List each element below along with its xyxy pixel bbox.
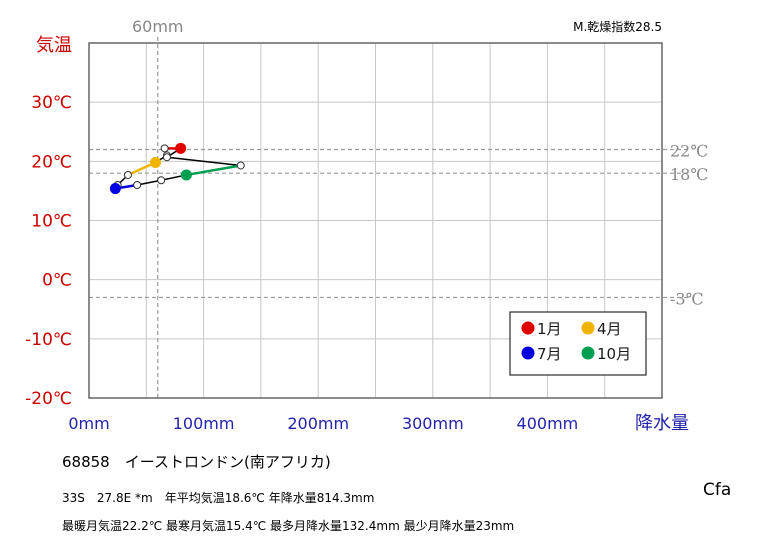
legend-marker [581,346,595,360]
month-point [133,181,142,189]
month-point [160,144,169,153]
month-point-highlight [175,142,187,154]
y-tick-label: 10℃ [31,212,72,232]
month-point [162,153,171,162]
month-point-highlight [180,169,192,181]
legend-label: 1月 [537,320,562,338]
y-tick-label: 20℃ [31,152,72,172]
top-x-label: 60mm [132,17,184,36]
x-tick-label: 400mm [517,414,579,433]
y-axis-title: 気温 [36,35,72,56]
x-tick-label: 200mm [287,414,349,433]
y-tick-label: -10℃ [25,330,72,350]
legend-label: 4月 [597,320,622,338]
x-tick-label: 300mm [402,414,464,433]
highlight-segment [186,164,241,177]
station-name: 68858 イーストロンドン(南アフリカ) [62,453,331,471]
month-point [236,161,245,170]
legend-marker [521,321,535,335]
reference-line-label: 22℃ [670,142,708,161]
reference-line-label: -3℃ [670,289,703,308]
month-point-highlight [109,183,121,195]
y-tick-label: -20℃ [25,389,72,409]
station-summary-line2: 最暖月気温22.2℃ 最寒月気温15.4℃ 最多月降水量132.4mm 最少月降… [62,519,515,533]
climate-class: Cfa [703,480,732,500]
x-axis-title: 降水量 [635,413,689,434]
legend-label: 10月 [597,345,631,363]
station-summary-line1: 33S 27.8E *m 年平均気温18.6℃ 年降水量814.3mm [62,491,375,505]
legend-marker [581,321,595,335]
month-point-highlight [149,157,161,169]
y-tick-label: 0℃ [42,271,72,291]
legend-label: 7月 [537,345,562,363]
dryness-index-label: M.乾燥指数28.5 [573,19,662,34]
legend-marker [521,346,535,360]
reference-line-label: 18℃ [670,165,708,184]
month-point [157,176,166,185]
x-tick-label: 0mm [68,414,109,433]
legend-box [509,311,647,376]
y-tick-label: 30℃ [31,93,72,113]
month-point [123,170,132,179]
x-tick-label: 100mm [173,414,235,433]
plot-frame [88,42,663,399]
